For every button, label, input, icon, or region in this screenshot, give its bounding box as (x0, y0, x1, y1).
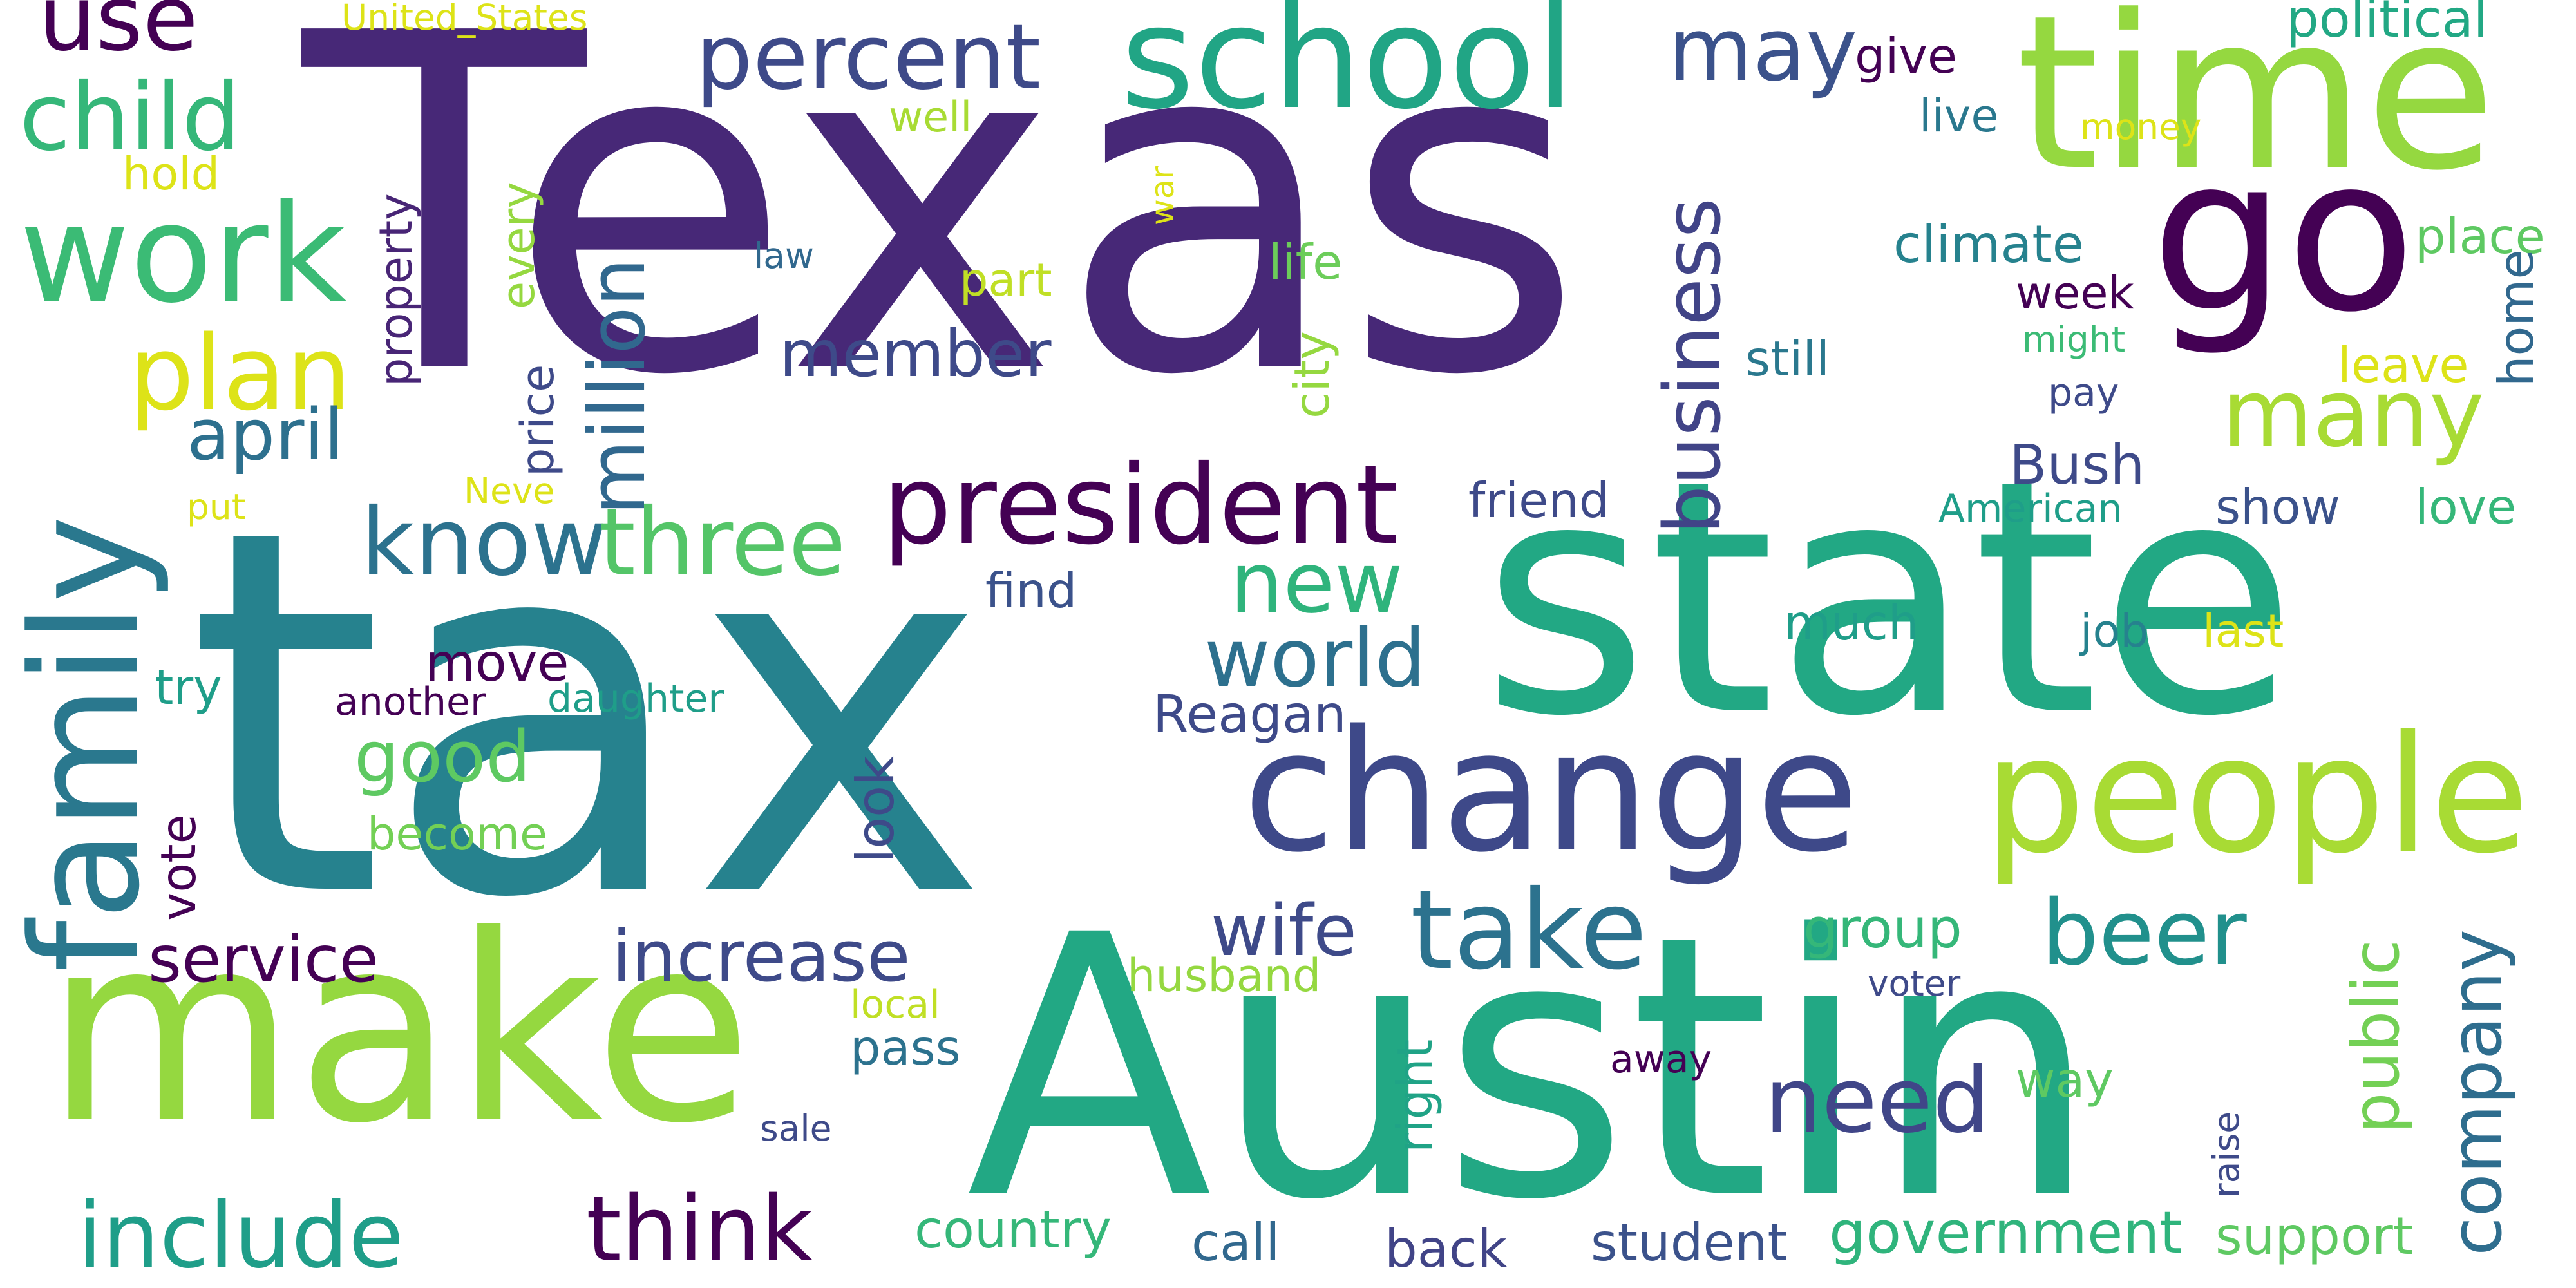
word-work: work (19, 175, 347, 333)
word-wife: wife (1211, 889, 1357, 972)
word-know: know (361, 488, 608, 597)
word-united-states: United_States (341, 0, 588, 38)
word-school: school (1121, 0, 1575, 140)
word-state: state (1481, 412, 2297, 786)
word-give: give (1855, 28, 1957, 84)
word-time: time (2016, 0, 2496, 217)
word-back: back (1385, 1219, 1508, 1279)
word-leave: leave (2338, 337, 2469, 393)
word-live: live (1919, 90, 1999, 142)
word-raise: raise (2206, 1111, 2247, 1198)
word-think: think (586, 1177, 813, 1282)
word-service: service (148, 922, 379, 997)
word-much: much (1784, 594, 1919, 651)
word-president: president (882, 442, 1399, 569)
word-support: support (2215, 1206, 2414, 1266)
word-job: job (2080, 605, 2149, 658)
word-new: new (1230, 534, 1403, 632)
word-way: way (2016, 1052, 2114, 1108)
word-find: find (985, 562, 1077, 619)
word-country: country (914, 1200, 1112, 1260)
word-political: political (2286, 0, 2488, 49)
word-austin: Austin (966, 859, 2099, 1279)
word-might: might (2022, 319, 2126, 360)
word-company: company (2435, 929, 2517, 1256)
word-put: put (187, 486, 246, 527)
word-group: group (1803, 897, 1962, 961)
word-go: go (2151, 111, 2416, 359)
word-vote: vote (150, 814, 207, 921)
word-home: home (2488, 249, 2544, 386)
word-make: make (45, 880, 753, 1180)
word-pass: pass (850, 1019, 961, 1076)
word-love: love (2415, 478, 2517, 535)
word-husband: husband (1127, 949, 1321, 1002)
word-people: people (1984, 701, 2530, 889)
word-climate: climate (1893, 214, 2084, 274)
word-neve: Neve (464, 470, 555, 511)
word-tax: tax (187, 422, 989, 1007)
word-last: last (2202, 605, 2284, 658)
word-good: good (354, 715, 531, 798)
word-local: local (850, 982, 940, 1027)
word-look: look (846, 755, 905, 863)
word-need: need (1765, 1048, 1990, 1153)
word-right: right (1387, 1039, 1443, 1153)
word-texas: Texas (303, 0, 1585, 476)
word-war: war (1144, 166, 1181, 225)
word-increase: increase (612, 915, 911, 998)
word-hold: hold (122, 147, 220, 200)
word-use: use (39, 0, 198, 71)
word-friend: friend (1468, 472, 1610, 529)
word-child: child (19, 63, 242, 172)
word-away: away (1610, 1037, 1712, 1082)
word-move: move (425, 633, 569, 693)
word-daughter: daughter (547, 676, 724, 721)
word-government: government (1829, 1199, 2183, 1267)
word-another: another (335, 679, 486, 724)
word-city: city (1283, 331, 1340, 419)
word-become: become (367, 808, 548, 860)
word-business: business (1649, 197, 1738, 535)
word-percent: percent (696, 5, 1041, 110)
word-pay: pay (2048, 370, 2119, 415)
word-member: member (779, 316, 1052, 392)
word-bush: Bush (2009, 433, 2145, 497)
word-life: life (1269, 234, 1343, 290)
word-many: many (2222, 359, 2485, 468)
word-money: money (2080, 106, 2202, 147)
word-part: part (960, 254, 1052, 307)
word-plan: plan (129, 313, 352, 433)
word-student: student (1591, 1213, 1788, 1273)
word-may: may (1668, 0, 1858, 100)
word-well: well (889, 93, 972, 142)
word-sale: sale (760, 1108, 832, 1149)
word-family: family (1, 515, 173, 972)
word-take: take (1410, 867, 1647, 994)
word-reagan: Reagan (1153, 685, 1347, 744)
word-call: call (1191, 1213, 1280, 1273)
word-voter: voter (1868, 963, 1961, 1004)
word-change: change (1243, 695, 1859, 889)
word-show: show (2215, 478, 2340, 535)
word-property: property (370, 193, 422, 386)
word-law: law (753, 235, 814, 276)
word-three: three (599, 488, 846, 597)
word-beer: beer (2041, 881, 2247, 986)
word-place: place (2415, 208, 2545, 265)
word-million: million (573, 258, 663, 515)
word-still: still (1745, 330, 1830, 387)
word-price: price (511, 364, 564, 477)
word-american: American (1938, 486, 2123, 531)
word-include: include (77, 1184, 404, 1288)
word-week: week (2016, 267, 2134, 319)
word-april: april (187, 393, 344, 476)
word-try: try (155, 659, 222, 715)
word-public: public (2338, 940, 2414, 1133)
word-every: every (492, 182, 545, 309)
word-world: world (1204, 612, 1426, 705)
